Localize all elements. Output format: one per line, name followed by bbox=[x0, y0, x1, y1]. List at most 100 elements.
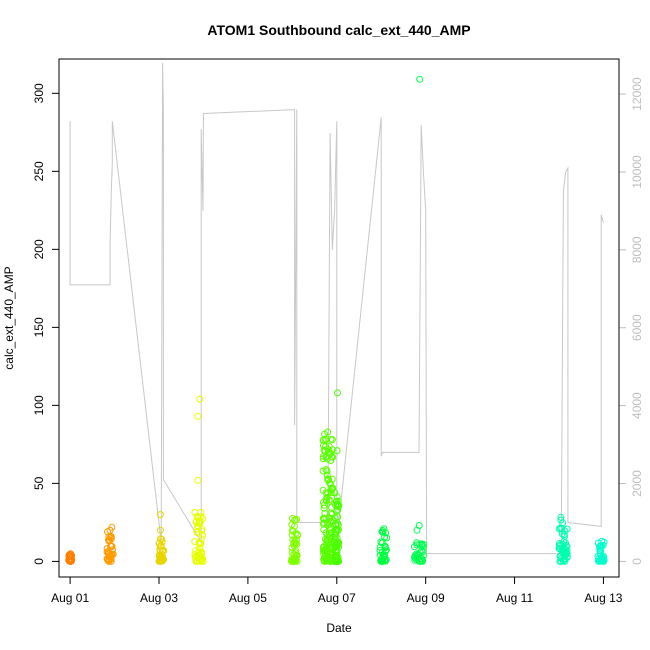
data-point-c5-77 bbox=[320, 519, 328, 527]
data-point-c5-70 bbox=[322, 466, 330, 474]
y-tick-label-0: 0 bbox=[32, 558, 46, 565]
data-point-c8-18 bbox=[416, 549, 424, 557]
data-point-c5-66 bbox=[322, 514, 330, 522]
data-point-c1-33 bbox=[107, 542, 115, 550]
data-point-c6-outlier-0 bbox=[333, 447, 341, 455]
data-point-c2-29 bbox=[158, 547, 166, 555]
data-point-c7-17 bbox=[377, 538, 385, 546]
data-point-c5-128 bbox=[320, 498, 327, 506]
data-point-c8-11 bbox=[419, 548, 427, 556]
chart-title: ATOM1 Southbound calc_ext_440_AMP bbox=[207, 22, 470, 38]
x-tick-label-5: Aug 11 bbox=[496, 591, 533, 605]
data-point-c3-28 bbox=[193, 517, 201, 525]
data-point-c5-135 bbox=[320, 446, 328, 454]
y2-tick-label-5: 10000 bbox=[630, 155, 644, 189]
data-point-c8-outlier-1 bbox=[415, 522, 423, 529]
data-point-c2-28 bbox=[158, 552, 166, 560]
data-point-c3-45 bbox=[196, 540, 204, 548]
data-point-c1-29 bbox=[108, 523, 116, 531]
data-point-c3-10 bbox=[191, 551, 199, 559]
data-point-c5-134 bbox=[323, 467, 331, 475]
y2-tick-label-6: 12000 bbox=[630, 77, 644, 111]
data-point-c3-48 bbox=[197, 550, 205, 558]
data-point-c3-25 bbox=[197, 513, 205, 521]
data-point-c9-47 bbox=[561, 555, 569, 563]
y-tick-label-3: 150 bbox=[32, 317, 46, 337]
data-point-c2-24 bbox=[158, 535, 166, 543]
data-point-c5-133 bbox=[323, 544, 331, 551]
data-point-c2-20 bbox=[160, 556, 167, 564]
data-point-c6-71 bbox=[332, 557, 340, 565]
y2-tick-label-3: 6000 bbox=[630, 314, 644, 341]
data-point-c4-44 bbox=[290, 556, 298, 564]
data-point-c7-33 bbox=[380, 553, 388, 560]
data-point-c3-43 bbox=[196, 557, 204, 565]
data-point-c5-131 bbox=[327, 480, 334, 488]
data-point-c3-24 bbox=[193, 525, 201, 533]
y2-tick-label-4: 8000 bbox=[630, 236, 644, 263]
data-point-c8-28 bbox=[416, 557, 424, 565]
data-point-c5-113 bbox=[323, 537, 331, 545]
data-point-c6-53 bbox=[332, 507, 340, 515]
data-point-c7-29 bbox=[382, 546, 390, 554]
data-point-c7-4 bbox=[376, 543, 384, 551]
data-point-c4-15 bbox=[288, 531, 296, 539]
data-point-c6-66 bbox=[333, 526, 341, 534]
data-point-c3-outlier-0 bbox=[194, 476, 202, 484]
data-point-c3-outlier-2 bbox=[196, 395, 204, 403]
data-point-c6-70 bbox=[334, 497, 342, 505]
data-point-c7-18 bbox=[383, 534, 391, 542]
data-point-c6-56 bbox=[334, 519, 341, 527]
data-point-c10-27 bbox=[600, 557, 608, 565]
y2-tick-label-2: 4000 bbox=[630, 392, 644, 419]
data-point-c4-42 bbox=[292, 529, 300, 537]
y-tick-label-2: 100 bbox=[32, 395, 46, 415]
points-layer bbox=[65, 75, 608, 565]
data-point-c2-outlier-0 bbox=[157, 526, 165, 534]
data-point-c6-58 bbox=[331, 539, 339, 547]
data-point-c5-53 bbox=[324, 519, 332, 527]
data-point-c9-46 bbox=[559, 540, 567, 548]
data-point-c9-45 bbox=[557, 524, 565, 532]
data-point-c6-74 bbox=[331, 546, 339, 554]
data-point-c8-16 bbox=[413, 541, 421, 549]
secondary-series bbox=[69, 62, 604, 555]
data-point-c9-33 bbox=[560, 531, 568, 539]
data-point-c5-130 bbox=[325, 443, 333, 450]
data-point-c10-28 bbox=[598, 553, 606, 561]
secondary-series-line bbox=[69, 62, 604, 555]
x-tick-label-4: Aug 09 bbox=[407, 591, 445, 605]
data-point-c0-28 bbox=[66, 551, 74, 558]
x-tick-label-1: Aug 03 bbox=[140, 591, 178, 605]
data-point-c7-24 bbox=[379, 528, 387, 536]
data-point-c2-27 bbox=[156, 552, 164, 560]
data-point-c5-119 bbox=[326, 449, 334, 457]
data-point-c5-125 bbox=[324, 536, 332, 544]
data-point-c3-50 bbox=[198, 527, 206, 535]
data-point-c3-38 bbox=[191, 553, 199, 561]
data-point-c6-55 bbox=[334, 527, 342, 535]
data-point-c10-26 bbox=[596, 547, 604, 555]
data-point-c6-65 bbox=[334, 506, 342, 514]
data-point-c10-29 bbox=[599, 541, 607, 549]
x-tick-label-3: Aug 07 bbox=[318, 591, 356, 605]
y-tick-label-1: 50 bbox=[32, 476, 46, 490]
data-point-c10-18 bbox=[600, 538, 608, 546]
data-point-c8-21 bbox=[414, 551, 422, 559]
x-tick-label-2: Aug 05 bbox=[229, 591, 267, 605]
plot-frame bbox=[58, 58, 620, 578]
y-tick-label-5: 250 bbox=[32, 161, 46, 181]
data-point-c4-13 bbox=[293, 515, 301, 523]
data-point-c9-37 bbox=[557, 557, 565, 565]
data-point-c6-outlier-1 bbox=[334, 389, 341, 397]
data-point-c4-39 bbox=[292, 539, 300, 547]
y-tick-label-4: 200 bbox=[32, 239, 46, 259]
data-point-c5-126 bbox=[323, 553, 331, 561]
data-point-c8-29 bbox=[418, 541, 426, 549]
y-axis-label: calc_ext_440_AMP bbox=[2, 266, 16, 369]
data-point-c4-22 bbox=[288, 521, 296, 529]
data-point-c5-124 bbox=[323, 557, 331, 565]
y2-tick-label-1: 2000 bbox=[630, 470, 644, 497]
data-point-c4-32 bbox=[291, 540, 299, 548]
